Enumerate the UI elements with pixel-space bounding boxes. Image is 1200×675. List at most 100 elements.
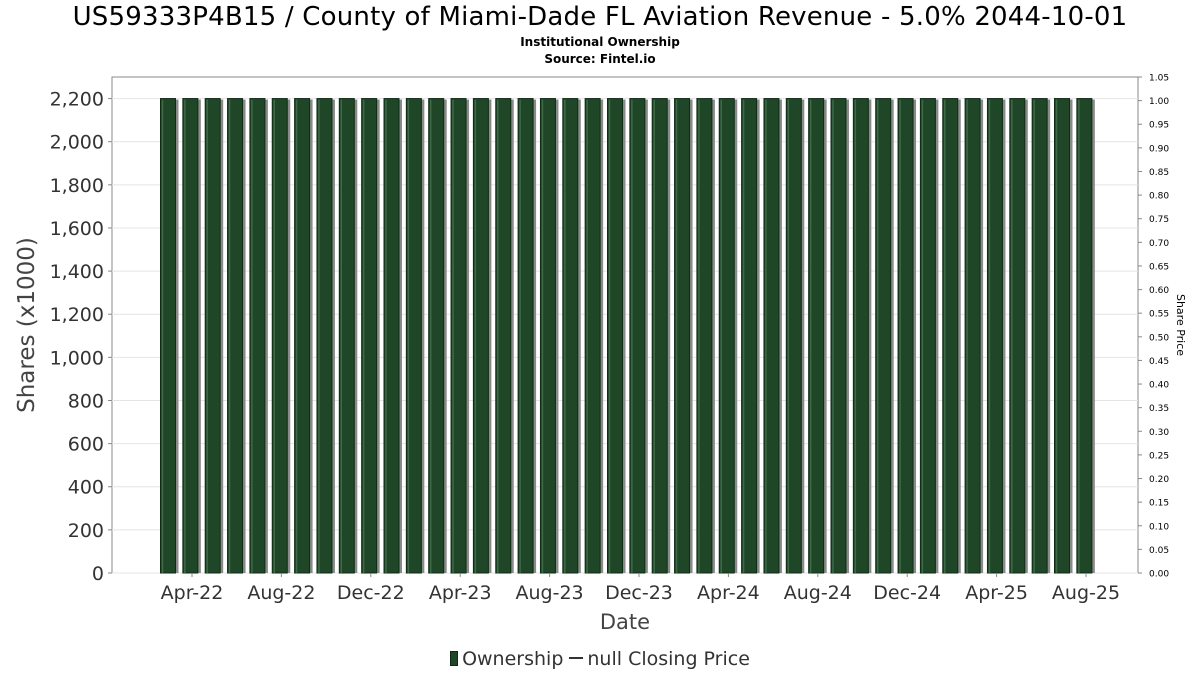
ownership-bar	[539, 98, 556, 574]
y2-tick-label: 0.05	[1149, 546, 1169, 556]
legend-price-line	[569, 657, 584, 659]
ownership-bar	[338, 98, 355, 574]
y2-tick-label: 0.20	[1149, 475, 1169, 485]
legend-price-label: null Closing Price	[587, 648, 750, 670]
y2-tick-label: 0.65	[1149, 262, 1169, 272]
chart-source: Source: Fintel.io	[544, 52, 656, 66]
y-tick-label: 600	[68, 434, 104, 456]
ownership-bar	[517, 98, 534, 574]
y2-tick-label: 0.75	[1149, 215, 1169, 225]
ownership-bar	[607, 98, 623, 574]
y2-axis-label: Share Price	[1174, 294, 1187, 356]
ownership-bar	[383, 98, 400, 574]
y-tick-label: 1,800	[50, 175, 104, 197]
y2-tick-label: 0.85	[1149, 168, 1169, 178]
ownership-bar	[942, 98, 959, 574]
x-axis: Apr-22 Aug-22 Dec-22 Apr-23 Aug-23 Dec-23 Apr-…	[161, 573, 1120, 604]
x-axis-label: Date	[600, 610, 650, 634]
ownership-bar	[450, 98, 467, 574]
y-tick-label: 800	[68, 390, 104, 412]
y-tick-label: 1,400	[50, 261, 104, 283]
ownership-bar	[294, 98, 311, 574]
ownership-bar	[964, 98, 981, 574]
y2-tick-label: 0.35	[1149, 404, 1169, 414]
ownership-bar	[808, 98, 825, 574]
ownership-bar	[830, 98, 847, 574]
y2-tick-label: 0.50	[1149, 333, 1169, 343]
ownership-bar	[1076, 98, 1093, 574]
x-tick-label: Apr-22	[161, 582, 224, 604]
ownership-bar	[986, 98, 1003, 574]
y2-tick-label: 0.15	[1149, 499, 1169, 509]
x-tick-label: Aug-25	[1052, 582, 1120, 604]
ownership-bar	[897, 98, 914, 574]
chart-subtitle: Institutional Ownership	[520, 35, 680, 49]
ownership-bar	[472, 98, 489, 574]
y2-tick-label: 0.25	[1149, 451, 1169, 461]
y2-tick-label: 0.80	[1149, 192, 1169, 202]
ownership-bar	[919, 98, 936, 574]
y2-tick-label: 1.05	[1149, 74, 1169, 84]
ownership-bar	[562, 98, 579, 574]
y2-tick-label: 0.00	[1149, 570, 1169, 580]
ownership-bar	[495, 98, 512, 574]
ownership-bar	[1009, 98, 1026, 574]
y2-tick-label: 0.95	[1149, 121, 1169, 131]
ownership-bar	[763, 98, 780, 574]
y2-tick-label: 0.90	[1149, 144, 1169, 154]
legend: Ownership null Closing Price	[0, 648, 1200, 670]
ownership-bar	[875, 98, 892, 574]
ownership-bar	[741, 98, 758, 574]
ownership-bar	[316, 98, 333, 574]
y-axis-left: 0 200 400 600 800 1,000 1,200 1,400 1,600 1,800 2,…	[50, 89, 112, 585]
x-tick-label: Aug-22	[247, 582, 315, 604]
ownership-bar	[182, 98, 199, 574]
legend-ownership-swatch	[450, 651, 459, 666]
ownership-bar	[1031, 98, 1048, 574]
y2-tick-label: 0.60	[1149, 286, 1169, 296]
x-tick-label: Dec-24	[873, 582, 941, 604]
ownership-bar	[428, 98, 445, 574]
y2-tick-label: 0.10	[1149, 522, 1169, 532]
y2-tick-label: 1.00	[1149, 97, 1169, 107]
x-tick-label: Dec-22	[337, 582, 405, 604]
y2-tick-label: 0.45	[1149, 357, 1169, 367]
x-tick-label: Apr-24	[697, 582, 760, 604]
chart-title: US59333P4B15 / County of Miami-Dade FL A…	[72, 2, 1128, 32]
y-tick-label: 200	[68, 520, 104, 542]
ownership-bar	[227, 98, 244, 574]
y-axis-label: Shares (x1000)	[14, 237, 40, 413]
ownership-bar	[249, 98, 266, 574]
ownership-bar	[785, 98, 802, 574]
y-tick-label: 1,000	[50, 347, 104, 369]
y-tick-label: 400	[68, 477, 104, 499]
x-tick-label: Aug-24	[784, 582, 852, 604]
ownership-bar	[718, 98, 735, 574]
ownership-bar	[204, 98, 221, 574]
ownership-bar	[271, 98, 288, 574]
ownership-bar	[674, 98, 691, 574]
y2-tick-label: 0.30	[1149, 428, 1169, 438]
y-axis-right: 0.00 0.05 0.10 0.15 0.20 0.25 0.30 0.35 0.40 0.45…	[1138, 74, 1169, 580]
x-tick-label: Dec-23	[605, 582, 673, 604]
ownership-bar	[651, 98, 668, 574]
ownership-bar	[160, 98, 176, 574]
ownership-bar	[405, 98, 422, 574]
ownership-bar	[629, 98, 646, 574]
y2-tick-label: 0.40	[1149, 381, 1169, 391]
ownership-bars	[160, 98, 1095, 574]
ownership-bar	[1054, 98, 1070, 574]
ownership-bar	[852, 98, 869, 574]
ownership-bar	[584, 98, 601, 574]
x-tick-label: Apr-23	[429, 582, 492, 604]
legend-ownership-label: Ownership	[462, 648, 564, 670]
y2-tick-label: 0.70	[1149, 239, 1169, 249]
x-tick-label: Aug-23	[516, 582, 584, 604]
y2-tick-label: 0.55	[1149, 310, 1169, 320]
y-tick-label: 2,200	[50, 89, 104, 111]
y-tick-label: 0	[92, 563, 104, 585]
ownership-bar	[361, 98, 378, 574]
x-tick-label: Apr-25	[965, 582, 1028, 604]
y-tick-label: 2,000	[50, 132, 104, 154]
